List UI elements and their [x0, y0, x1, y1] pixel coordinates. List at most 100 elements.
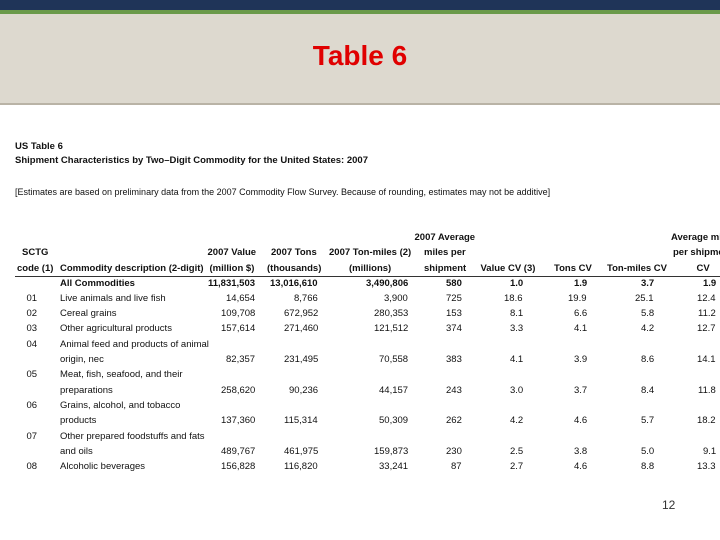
column-header: CV: [696, 262, 710, 274]
cell-value: 18.6: [504, 292, 523, 304]
row-description: origin, nec: [60, 354, 104, 365]
cell-value: 121,512: [374, 323, 409, 335]
row-code: 01: [26, 292, 38, 304]
cell-value: 2.5: [510, 445, 524, 457]
cell-value: 116,820: [284, 461, 318, 473]
cell-value: 4.6: [574, 461, 588, 473]
row-description: All Commodities: [60, 277, 135, 289]
cell-value: 230: [446, 445, 462, 457]
cell-value: 461,975: [284, 445, 319, 457]
cell-value: 725: [446, 292, 462, 304]
cell-value: 156,828: [221, 461, 256, 473]
cell-value: 3,900: [384, 292, 408, 304]
cell-value: 4.1: [574, 323, 588, 335]
cell-value: 5.8: [641, 308, 655, 320]
column-header: Commodity description (2-digit): [60, 262, 204, 274]
cell-value: 271,460: [284, 323, 319, 335]
column-header: 2007 Value: [207, 247, 257, 259]
cell-value: 3.7: [641, 277, 655, 289]
cell-value: 1.0: [510, 277, 524, 289]
table-note: [Estimates are based on preliminary data…: [15, 187, 551, 197]
cell-value: 8.1: [510, 308, 524, 320]
row-description: Alcoholic beverages: [60, 461, 146, 473]
cell-value: 3,490,806: [366, 277, 409, 289]
cell-value: 13.3: [697, 461, 716, 473]
cell-value: 11.8: [698, 384, 716, 396]
cell-value: 12.4: [697, 292, 716, 304]
row-description: preparations: [60, 384, 113, 396]
cell-value: 5.7: [641, 415, 655, 427]
cell-value: 33,241: [379, 461, 409, 473]
cell-value: 109,708: [221, 308, 256, 320]
cell-value: 2.7: [510, 461, 524, 473]
cell-value: 1.9: [703, 277, 717, 289]
row-description: products: [60, 415, 97, 427]
cell-value: 4.6: [574, 415, 588, 427]
row-description: Cereal grains: [60, 308, 117, 320]
cell-value: 14,654: [226, 292, 256, 304]
header-band: [0, 14, 720, 105]
column-header: Tons CV: [554, 262, 592, 274]
row-description: Animal feed and products of animal: [60, 338, 209, 350]
cell-value: 50,309: [379, 415, 409, 427]
cell-value: 4.1: [510, 354, 524, 365]
cell-value: 383: [446, 354, 462, 365]
row-code: 02: [26, 308, 38, 320]
cell-value: 8,766: [294, 292, 318, 304]
cell-value: 159,873: [374, 445, 409, 457]
cell-value: 6.6: [574, 308, 588, 320]
row-code: 08: [26, 461, 38, 473]
table-caption: Shipment Characteristics by Two–Digit Co…: [15, 155, 368, 166]
top-bar: [0, 0, 720, 10]
row-code: 05: [26, 369, 38, 381]
row-code: 04: [26, 338, 38, 350]
cell-value: 90,236: [289, 384, 319, 396]
cell-value: 12.7: [697, 323, 716, 335]
column-header: (million $): [209, 262, 255, 274]
column-header: miles per: [424, 247, 466, 259]
cell-value: 672,952: [284, 308, 319, 320]
cell-value: 9.1: [703, 445, 717, 457]
cell-value: 8.4: [641, 384, 655, 396]
column-header: shipment: [424, 262, 467, 274]
cell-value: 243: [446, 384, 462, 396]
cell-value: 157,614: [221, 323, 256, 335]
cell-value: 4.2: [641, 323, 655, 335]
row-code: 03: [26, 323, 38, 335]
cell-value: 14.1: [697, 354, 716, 365]
cell-value: 3.8: [574, 445, 588, 457]
slide-title: Table 6: [312, 40, 408, 71]
row-description: Grains, alcohol, and tobacco: [60, 399, 181, 411]
column-header: Value CV (3): [480, 262, 536, 274]
page-number: 12: [662, 498, 676, 512]
row-description: Other agricultural products: [60, 323, 172, 335]
row-description: Meat, fish, seafood, and their: [60, 369, 183, 381]
cell-value: 115,314: [284, 415, 318, 427]
row-description: Other prepared foodstuffs and fats: [60, 430, 205, 442]
column-header: per shipment: [673, 247, 720, 259]
cell-value: 5.0: [641, 445, 655, 457]
column-header: Average miles: [671, 231, 720, 243]
column-header: SCTG: [22, 247, 49, 259]
row-description: and oils: [60, 445, 93, 457]
column-header: (millions): [349, 262, 392, 274]
row-code: 06: [26, 399, 38, 411]
cell-value: 44,157: [379, 384, 409, 396]
column-header: 2007 Average: [414, 231, 476, 243]
cell-value: 19.9: [568, 292, 587, 304]
accent-bar: [0, 10, 720, 14]
cell-value: 70,558: [379, 354, 409, 365]
cell-value: 8.6: [641, 354, 655, 365]
table-label: US Table 6: [15, 141, 63, 152]
cell-value: 258,620: [221, 384, 256, 396]
column-header: Ton-miles CV: [607, 262, 667, 274]
cell-value: 18.2: [697, 415, 716, 427]
cell-value: 25.1: [635, 292, 654, 304]
cell-value: 11,831,503: [208, 277, 256, 289]
cell-value: 82,357: [226, 354, 256, 365]
cell-value: 137,360: [221, 415, 256, 427]
column-header: 2007 Tons: [271, 247, 317, 259]
column-header: code (1): [17, 262, 54, 274]
cell-value: 580: [446, 277, 462, 289]
